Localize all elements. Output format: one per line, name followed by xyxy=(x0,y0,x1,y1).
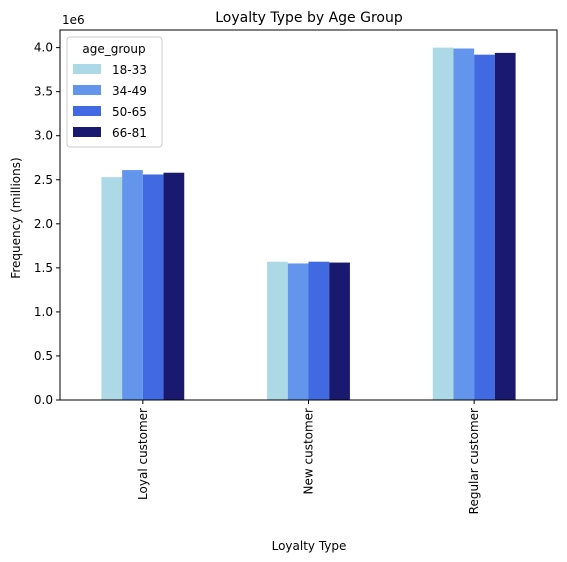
legend-swatch xyxy=(73,127,101,137)
bar-50-65-2 xyxy=(474,54,495,401)
bar-66-81-1 xyxy=(329,262,350,400)
bar-50-65-1 xyxy=(308,261,330,400)
y-offset-label: 1e6 xyxy=(62,13,85,27)
y-axis-ticks: 0.0 0.5 1.0 1.5 2.0 2.5 3.0 3.5 4.0 xyxy=(34,41,60,407)
bar-50-65-0 xyxy=(142,174,164,400)
legend-label: 18-33 xyxy=(112,63,147,77)
legend-title: age_group xyxy=(82,42,145,56)
bars xyxy=(101,47,516,401)
bar-18-33-2 xyxy=(432,47,454,400)
plot-frame xyxy=(59,29,558,401)
legend: age_group 18-33 34-49 50-65 66-81 xyxy=(66,36,163,148)
bar-66-81-2 xyxy=(494,52,516,401)
y-tick-label: 0.5 xyxy=(34,349,53,363)
y-tick-label: 1.5 xyxy=(34,261,53,275)
x-axis-ticks: Loyal customer New customer Regular custom… xyxy=(136,400,481,514)
y-tick-label: 3.5 xyxy=(34,85,53,99)
legend-label: 50-65 xyxy=(112,105,147,119)
legend-swatch xyxy=(73,85,101,95)
x-tick-label: Loyal customer xyxy=(136,408,150,500)
x-axis-label: Loyalty Type xyxy=(272,539,347,553)
bar-18-33-1 xyxy=(267,261,288,400)
bar-34-49-0 xyxy=(122,170,143,400)
legend-label: 66-81 xyxy=(112,126,147,140)
legend-swatch xyxy=(73,64,101,74)
bar-34-49-2 xyxy=(453,48,475,400)
y-axis-label: Frequency (millions) xyxy=(9,157,23,278)
y-tick-label: 4.0 xyxy=(34,41,53,55)
y-tick-label: 0.0 xyxy=(34,393,53,407)
y-tick-label: 2.5 xyxy=(34,173,53,187)
bar-18-33-0 xyxy=(101,177,123,400)
legend-swatch xyxy=(73,106,101,116)
y-tick-label: 1.0 xyxy=(34,305,53,319)
y-tick-label: 3.0 xyxy=(34,129,53,143)
bar-66-81-0 xyxy=(163,172,185,400)
chart-title: Loyalty Type by Age Group xyxy=(215,10,403,26)
x-tick-label: Regular customer xyxy=(467,408,481,514)
y-tick-label: 2.0 xyxy=(34,217,53,231)
bar-34-49-1 xyxy=(287,263,309,400)
legend-label: 34-49 xyxy=(112,84,147,98)
x-tick-label: New customer xyxy=(302,408,316,495)
